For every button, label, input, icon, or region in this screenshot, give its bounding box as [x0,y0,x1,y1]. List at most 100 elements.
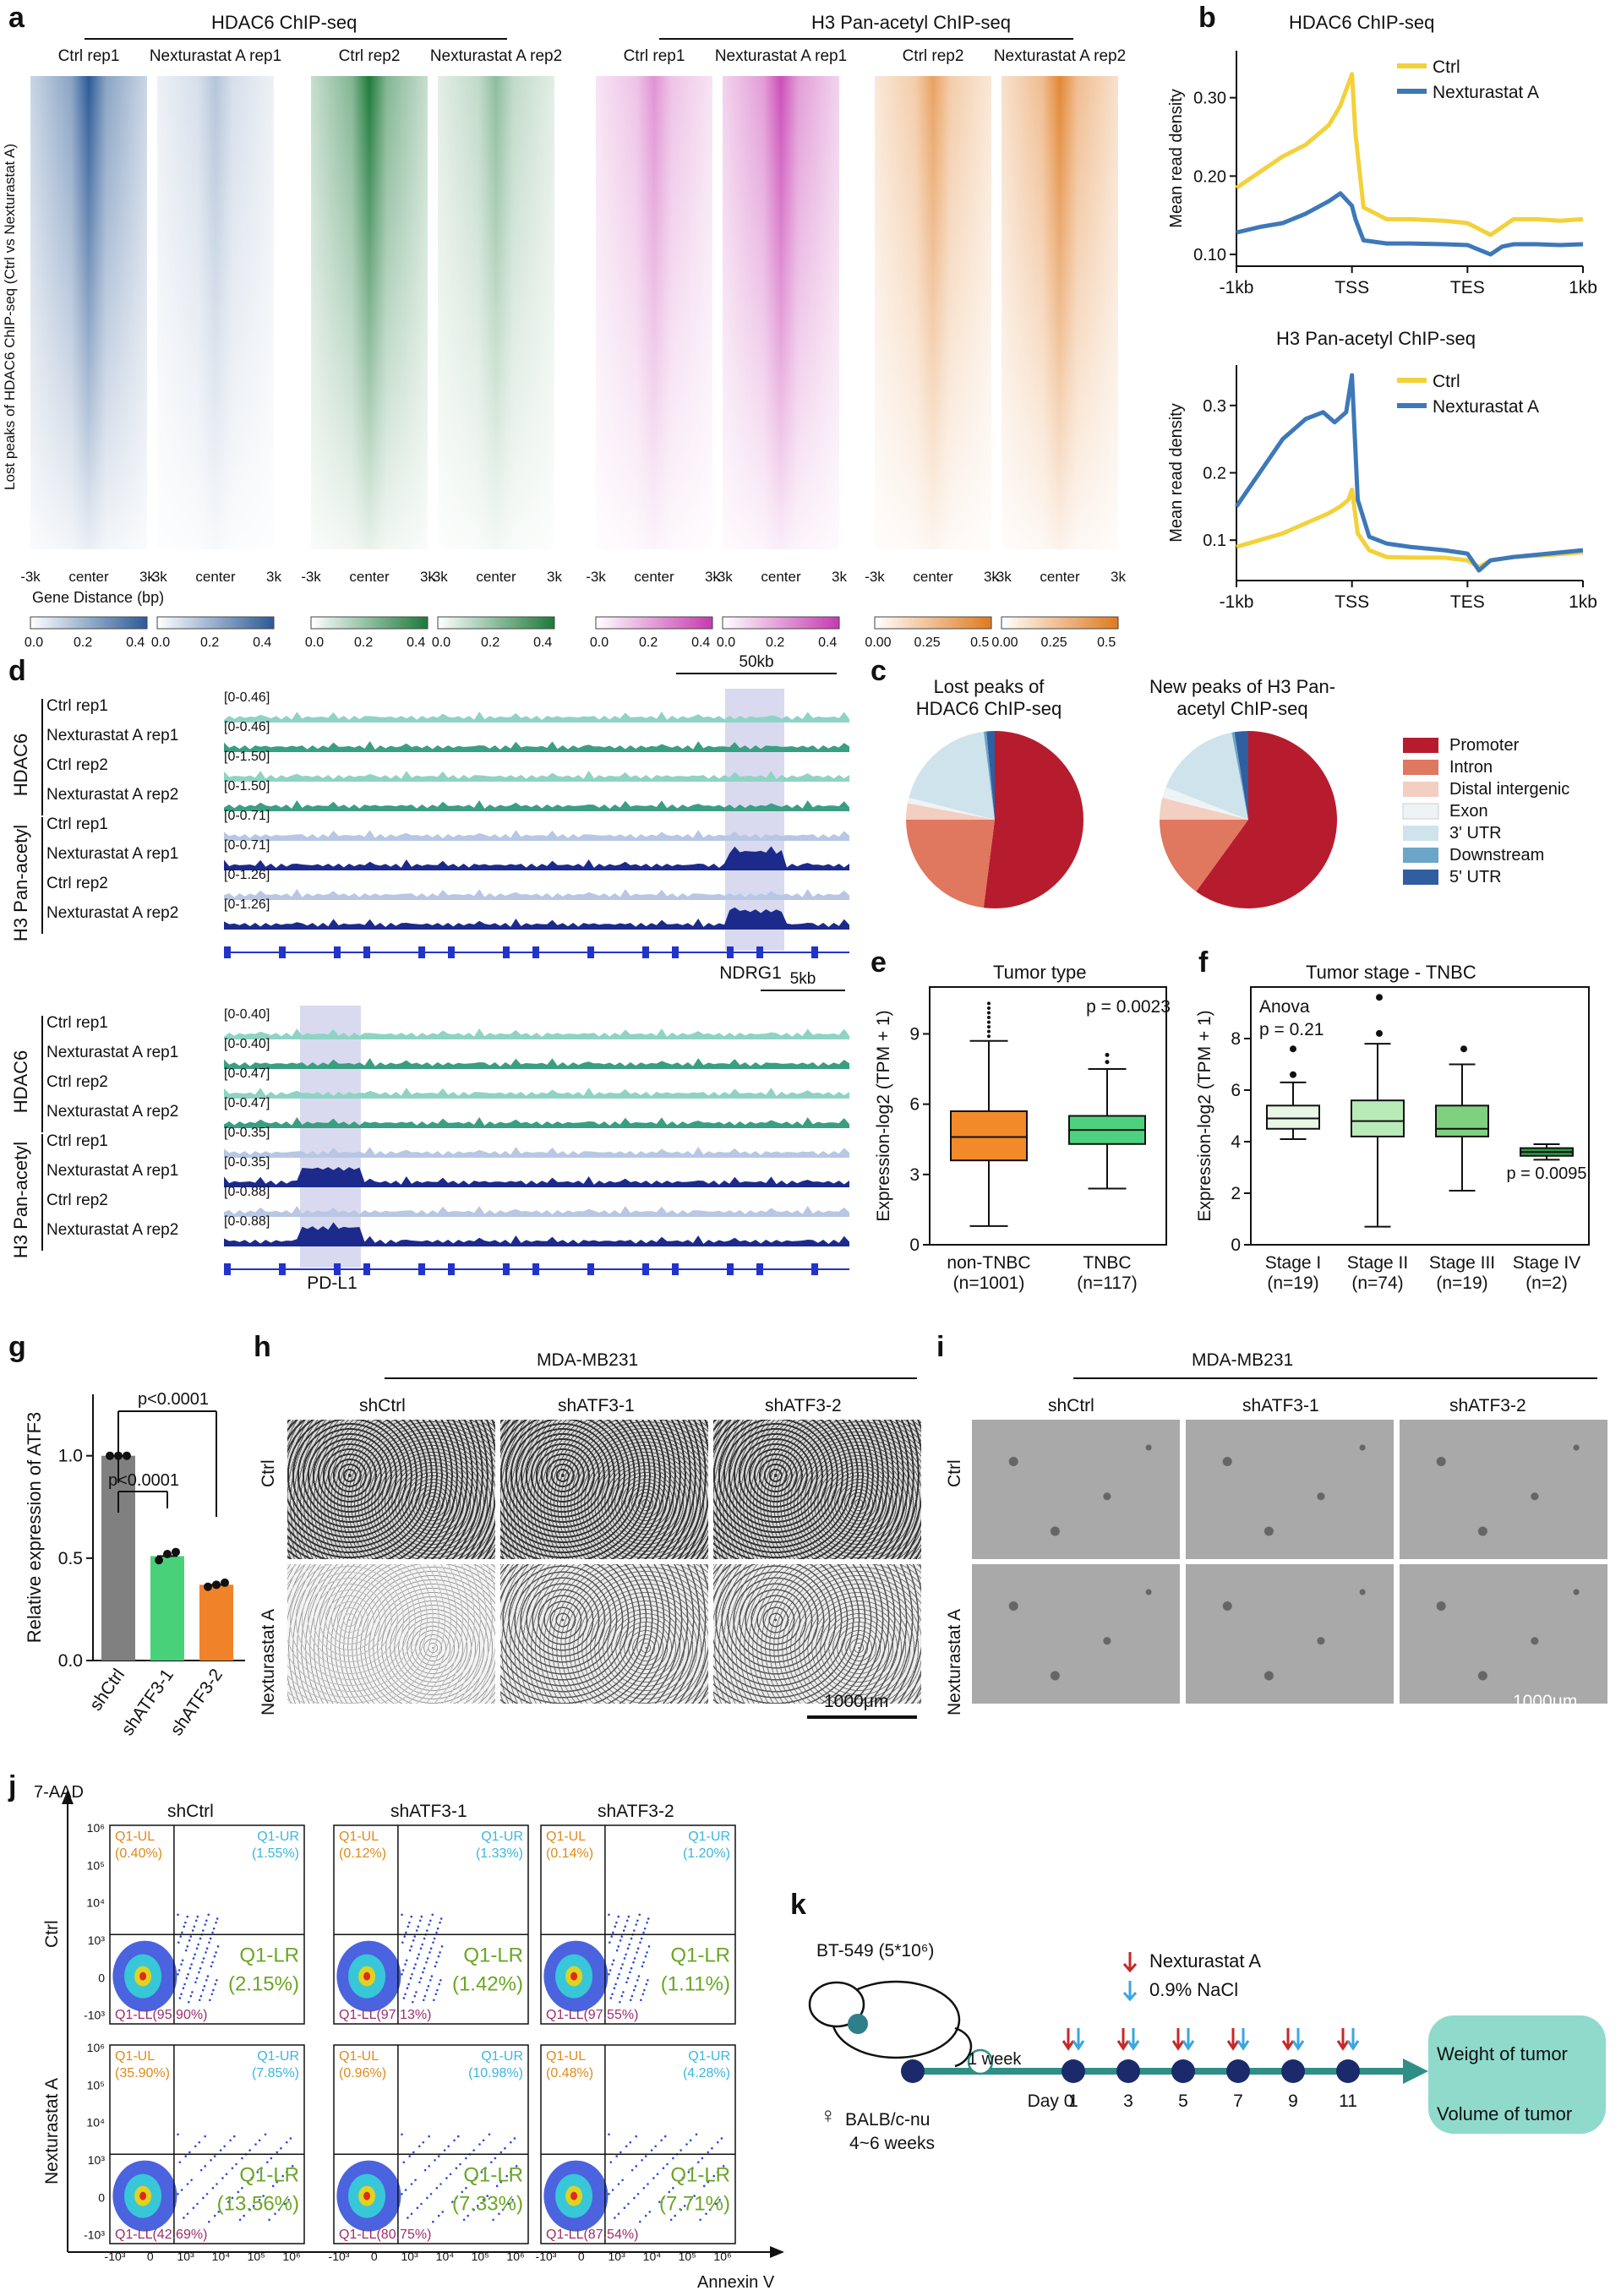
flow-event [505,2174,508,2178]
i-bracket [1073,1377,1597,1379]
d-exon [642,1263,649,1275]
flow-event [216,1979,218,1982]
box-outlier [1105,1060,1110,1065]
flow-event [219,2149,222,2151]
flow-event [672,2157,674,2160]
color-scale-7 [1001,616,1119,630]
box-outlier [987,1011,991,1015]
pie-legend-label: Promoter [1449,736,1520,755]
flow-event [186,2183,189,2185]
flow-event [482,2199,485,2201]
panel-label-a: a [8,2,25,34]
flow-event [626,1947,630,1950]
d-track-range: [0-0.35] [224,1155,270,1170]
flow-event [281,2174,285,2178]
d-track-name: Nexturastat A rep1 [46,1162,178,1180]
d-track-signal [224,800,849,811]
flow-event [611,1963,614,1966]
k-timepoint [1171,2059,1195,2083]
d-track-signal [224,1058,849,1069]
box-2 [1435,1104,1489,1137]
flow-event [250,2177,254,2179]
pie-legend-label: Intron [1449,758,1493,777]
d-track-signal [224,1028,849,1039]
box-category: Stage III [1429,1253,1495,1273]
flow-ytick: 10⁶ [87,1821,105,1835]
flow-event [412,1939,415,1942]
flow-event [615,1949,619,1952]
panel-label-c: c [871,655,887,687]
b-ylabel: Mean read density [1167,403,1186,543]
d-track-signal [224,771,849,782]
flow-event [644,2214,647,2217]
flow-event [630,2168,634,2172]
heatmap-xtick: -3k [865,569,885,585]
flow-event [221,2177,224,2179]
flow-event [189,1994,193,1998]
flow-event [638,1913,641,1917]
i-image [1400,1420,1607,1559]
flow-event [625,1953,627,1956]
flow-event [247,2180,249,2184]
flow-event [486,2195,488,2197]
d-track-signal [224,830,849,841]
flow-lr-value: (1.11%) [661,1972,730,1995]
d-track-name: Nexturastat A rep1 [46,727,178,744]
flow-event [436,1988,439,1992]
b-xtick-label: -1kb [1220,592,1254,612]
color-scale-2 [310,616,428,630]
flow-event [407,1982,410,1986]
flow-ur-value: (1.20%) [683,1846,730,1861]
box-n: (n=74) [1351,1273,1403,1293]
i-cell-line: MDA-MB231 [1192,1350,1294,1370]
d-track-signal [224,741,849,752]
flow-event [640,1999,642,2002]
i-scale-label: 1000μm [1513,1692,1578,1711]
b-xtick-label: TSS [1334,278,1369,297]
scale-tick: 0.2 [766,635,784,650]
d-track-signal [224,1088,849,1099]
heatmap-title: Ctrl rep2 [339,47,401,65]
heatmap-xtick: -3k [991,569,1012,585]
flow-event [641,2159,643,2162]
flow-lr-value: (7.33%) [452,2192,523,2215]
d-track-range: [0-0.40] [224,1007,270,1022]
flow-event [434,2159,436,2162]
pie-slice-distal-intergenic [1160,797,1248,820]
k-legend-arrow-red [1122,1952,1138,1973]
legend-label: Nexturastat A [1433,83,1539,102]
flow-event [428,1923,431,1926]
d-track-name: Ctrl rep1 [46,815,108,833]
flow-population [363,2191,371,2201]
flow-event [264,2133,267,2136]
h-cell-line: MDA-MB231 [537,1350,639,1370]
box-1 [1351,1099,1405,1137]
flow-event [662,2167,665,2169]
flow-event [401,1969,405,1972]
flow-event [613,1987,616,1989]
j-yarrow-head [62,1790,74,1804]
box-n: (n=1001) [953,1273,1025,1293]
box-category: TNBC [1083,1253,1131,1273]
d-track-name: Nexturastat A rep1 [46,1044,178,1061]
flow-event [609,1997,613,1999]
flow-event [434,1993,438,1996]
flow-event [615,2155,618,2157]
scale-tick: 0.2 [639,635,658,650]
k-timepoint [1116,2059,1140,2083]
flow-event [207,1913,210,1917]
flow-xtick: 10⁵ [472,2250,489,2263]
k-mouse-head [808,1981,865,2028]
flow-ul-value: (0.12%) [339,1846,386,1861]
flow-event [225,2173,228,2176]
flow-event [191,1929,194,1932]
b-xtick-label: TES [1450,592,1485,612]
flow-event [177,1913,179,1917]
flow-event [717,2171,719,2173]
d-exon [756,1263,763,1275]
flow-event [254,2143,257,2146]
flow-event [636,1979,639,1982]
flow-event [618,1972,620,1976]
g-pvalue: p<0.0001 [138,1390,209,1409]
flow-event [439,1951,441,1954]
